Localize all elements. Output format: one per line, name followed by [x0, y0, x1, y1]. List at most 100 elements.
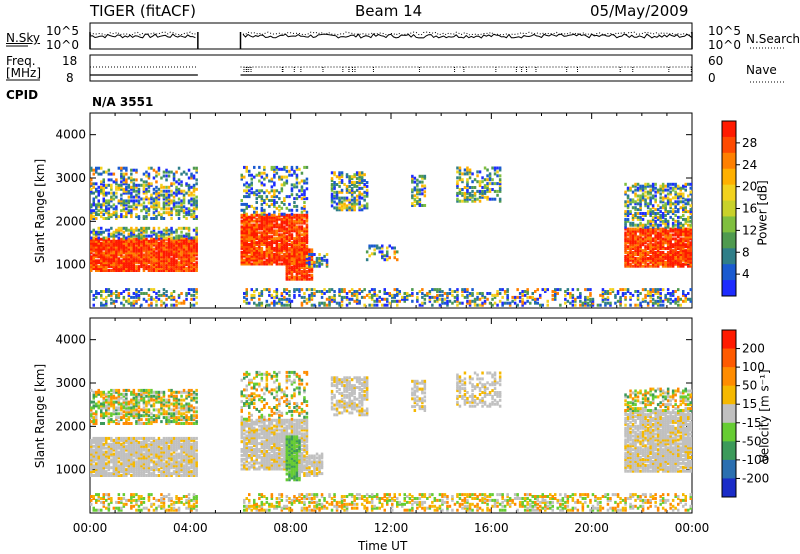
- power-panel-cell: [270, 189, 274, 193]
- power-panel-cell: [180, 203, 183, 207]
- power-panel-cell: [355, 301, 359, 305]
- power-panel-cell: [300, 171, 304, 175]
- power-panel-cell: [117, 253, 121, 257]
- velocity-panel-cell: [112, 472, 116, 476]
- power-panel-cell: [358, 299, 361, 303]
- power-panel-cell: [135, 267, 138, 271]
- power-panel-cell: [338, 208, 341, 212]
- power-panel-cell: [288, 271, 291, 275]
- velocity-panel-cell: [102, 462, 105, 466]
- power-panel-cell: [453, 295, 457, 299]
- velocity-panel-cell: [110, 438, 113, 442]
- power-panel-cell: [195, 247, 198, 251]
- power-panel-cell: [100, 290, 103, 293]
- power-panel-cell: [634, 194, 637, 198]
- power-panel-cell: [180, 230, 183, 234]
- power-panel-cell: [365, 184, 369, 188]
- power-panel-cell: [125, 189, 128, 193]
- power-panel-cell: [263, 256, 266, 260]
- power-panel-cell: [117, 166, 121, 170]
- power-panel-cell: [649, 264, 652, 268]
- power-panel-cell: [162, 267, 166, 271]
- power-panel-cell: [97, 236, 100, 240]
- power-panel-cell: [180, 199, 183, 203]
- power-panel-cell: [145, 228, 148, 232]
- power-panel-cell: [674, 227, 677, 231]
- power-panel-cell: [375, 303, 379, 307]
- power-panel-cell: [689, 241, 692, 245]
- power-panel-cell: [278, 225, 281, 229]
- power-panel-cell: [135, 249, 138, 253]
- power-panel-cell: [127, 239, 131, 243]
- velocity-panel-cell: [125, 456, 128, 460]
- power-panel-cell: [270, 246, 274, 250]
- power-panel-cell: [175, 265, 178, 269]
- power-panel-cell: [373, 292, 376, 295]
- power-panel-cell: [303, 266, 306, 269]
- power-panel-cell: [300, 210, 304, 214]
- power-panel-cell: [175, 255, 178, 259]
- power-panel-cell: [641, 254, 645, 258]
- power-panel-cell: [250, 204, 253, 208]
- power-panel-cell: [130, 215, 133, 219]
- power-panel-cell: [260, 248, 264, 252]
- velocity-panel-cell: [127, 448, 131, 452]
- power-panel-cell: [243, 165, 246, 169]
- power-panel-cell: [190, 303, 193, 307]
- power-panel-cell: [258, 254, 261, 258]
- power-panel-cell: [406, 295, 409, 299]
- power-panel-cell: [682, 225, 685, 229]
- power-panel-cell: [245, 262, 248, 266]
- power-panel-cell: [177, 211, 181, 215]
- power-panel-cell: [100, 247, 103, 251]
- power-panel-cell: [120, 176, 123, 180]
- power-panel-cell: [102, 290, 105, 293]
- power-panel-cell: [268, 252, 271, 256]
- power-panel-cell: [152, 232, 156, 236]
- power-panel-cell: [671, 292, 675, 295]
- power-panel-cell: [167, 197, 171, 201]
- power-panel-cell: [619, 303, 622, 307]
- power-panel-cell: [614, 293, 617, 297]
- power-panel-cell: [195, 301, 198, 305]
- power-panel-cell: [157, 213, 161, 217]
- power-panel-cell: [689, 229, 692, 233]
- power-panel-cell: [298, 213, 301, 217]
- power-panel-cell: [107, 293, 111, 297]
- power-panel-cell: [544, 290, 547, 293]
- velocity-panel-cell: [130, 470, 133, 474]
- power-panel-cell: [295, 267, 299, 271]
- power-panel-cell: [120, 232, 123, 236]
- power-panel-cell: [481, 189, 484, 193]
- power-panel-cell: [330, 186, 334, 190]
- power-panel-cell: [90, 209, 93, 213]
- power-panel-cell: [338, 171, 341, 175]
- power-panel-cell: [641, 212, 645, 215]
- power-panel-cell: [97, 265, 100, 269]
- power-panel-cell: [624, 200, 627, 204]
- power-panel-cell: [192, 211, 196, 215]
- power-panel-cell: [626, 229, 630, 233]
- power-panel-cell: [360, 181, 364, 184]
- power-panel-cell: [245, 169, 248, 173]
- power-panel-cell: [298, 277, 301, 281]
- power-panel-cell: [671, 237, 675, 241]
- power-panel-cell: [636, 215, 640, 219]
- velocity-panel-cell: [130, 448, 133, 452]
- power-panel-cell: [674, 247, 677, 251]
- power-panel-cell: [536, 301, 539, 305]
- power-panel-cell: [626, 253, 630, 256]
- power-panel-cell: [654, 219, 657, 223]
- power-panel-cell: [253, 250, 256, 254]
- power-panel-cell: [295, 181, 299, 185]
- power-panel-cell: [313, 293, 316, 297]
- power-panel-cell: [639, 204, 642, 208]
- power-panel-cell: [248, 185, 251, 189]
- power-panel-cell: [453, 299, 457, 303]
- power-panel-cell: [253, 175, 256, 179]
- power-panel-cell: [147, 265, 151, 269]
- power-panel-cell: [283, 243, 286, 246]
- power-panel-cell: [167, 211, 171, 215]
- power-panel-cell: [167, 207, 171, 211]
- power-panel-cell: [340, 171, 344, 175]
